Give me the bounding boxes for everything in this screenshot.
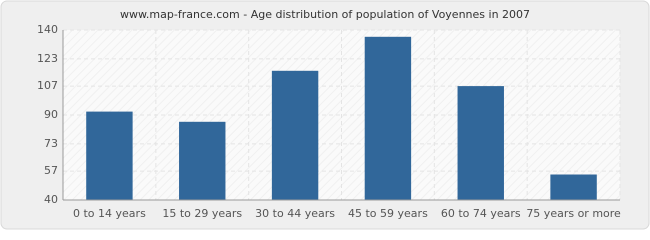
- bar: [550, 174, 597, 200]
- y-tick-label: 57: [44, 164, 58, 177]
- x-tick-label: 75 years or more: [526, 207, 621, 220]
- x-tick-label: 0 to 14 years: [73, 207, 146, 220]
- x-tick-label: 45 to 59 years: [348, 207, 428, 220]
- y-tick-label: 107: [37, 79, 58, 92]
- bar: [86, 111, 133, 200]
- y-tick-label: 40: [44, 193, 58, 206]
- chart-title: www.map-france.com - Age distribution of…: [120, 8, 530, 21]
- chart: www.map-france.com - Age distribution of…: [0, 0, 650, 230]
- x-tick-label: 60 to 74 years: [441, 207, 521, 220]
- y-tick-label: 90: [44, 108, 58, 121]
- x-tick-label: 15 to 29 years: [162, 207, 242, 220]
- y-tick-label: 123: [37, 52, 58, 65]
- y-tick-label: 73: [44, 137, 58, 150]
- y-tick-label: 140: [37, 23, 58, 36]
- bar: [271, 70, 319, 200]
- bar: [364, 36, 412, 200]
- x-tick-label: 30 to 44 years: [255, 207, 335, 220]
- bar: [179, 121, 226, 200]
- bar: [457, 86, 504, 200]
